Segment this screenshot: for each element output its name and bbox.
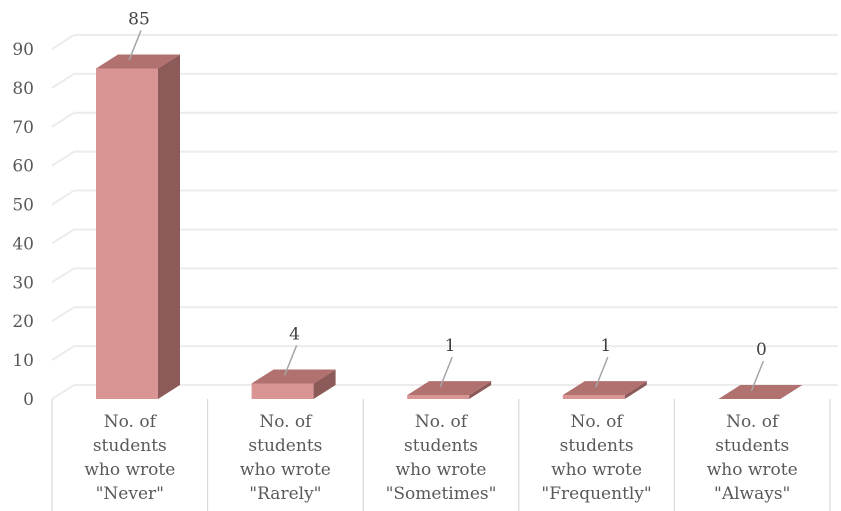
y-tick-label: 70	[12, 118, 34, 138]
category-label-line: "Frequently"	[541, 484, 651, 504]
category-label-line: students	[404, 436, 478, 456]
category-label-line: who wrote	[396, 460, 487, 480]
bar-front	[251, 383, 314, 399]
gridline	[51, 189, 75, 206]
y-tick-label: 50	[12, 196, 34, 216]
category-label-line: students	[715, 436, 789, 456]
data-label-leader	[595, 356, 609, 388]
category-label-line: who wrote	[240, 460, 331, 480]
y-tick-label: 40	[12, 234, 34, 254]
y-tick-label: 20	[12, 312, 34, 332]
category-label: No. of students who wrote "Sometimes"	[386, 412, 497, 504]
bar-top	[96, 54, 180, 69]
bar	[407, 381, 492, 399]
data-label: 0	[756, 340, 767, 360]
category-label: No. of students who wrote "Always"	[707, 412, 798, 504]
gridline	[51, 345, 75, 361]
bar	[718, 385, 803, 399]
y-tick-label: 0	[23, 390, 34, 410]
category-label-line: students	[93, 436, 167, 456]
gridline	[51, 34, 75, 50]
bar-front	[562, 395, 625, 399]
category-label-line: who wrote	[707, 460, 798, 480]
gridline	[51, 267, 75, 284]
bar-side	[469, 381, 492, 399]
gridline	[51, 111, 75, 128]
y-tick-label: 60	[12, 157, 34, 177]
category-label-line: No. of	[415, 412, 469, 432]
gridline	[51, 73, 75, 89]
y-tick-label: 80	[12, 79, 34, 99]
data-label-leader	[750, 360, 765, 392]
gridline	[51, 228, 75, 245]
category-label-line: "Always"	[714, 484, 790, 504]
y-tick-label: 90	[12, 40, 34, 60]
data-label-leader	[439, 356, 453, 388]
category-label-line: No. of	[104, 412, 158, 432]
data-label: 85	[128, 9, 150, 29]
category-label-line: No. of	[726, 412, 780, 432]
bar-top	[407, 381, 492, 396]
data-label-leader	[283, 345, 298, 376]
category-label-line: who wrote	[551, 460, 642, 480]
y-tick-label: 10	[12, 351, 34, 371]
labels: 85 No. of students who wrote "Never" 4 No. of s…	[84, 9, 797, 504]
category-label: No. of students who wrote "Never"	[84, 412, 175, 504]
category-label-line: No. of	[571, 412, 625, 432]
bar-top	[251, 369, 336, 384]
gridlines	[51, 34, 838, 400]
bar	[96, 54, 180, 399]
category-label: No. of students who wrote "Frequently"	[541, 412, 651, 504]
category-label-line: students	[248, 436, 322, 456]
data-label: 4	[289, 324, 300, 344]
y-tick-label: 30	[12, 273, 34, 293]
gridline	[51, 150, 75, 167]
bar	[251, 369, 336, 399]
bar-front	[407, 395, 470, 399]
bar	[562, 381, 647, 399]
category-label-line: students	[560, 436, 634, 456]
category-label-line: "Sometimes"	[386, 484, 497, 504]
bar-top	[718, 385, 803, 399]
bar-top	[562, 381, 647, 396]
category-label-line: No. of	[259, 412, 313, 432]
bars	[96, 54, 803, 399]
gridline	[51, 306, 75, 323]
floor-edge	[51, 384, 75, 400]
bar-side	[158, 54, 180, 399]
data-label: 1	[600, 336, 611, 356]
data-label: 1	[445, 336, 456, 356]
category-label-line: who wrote	[84, 460, 175, 480]
bar-front	[96, 68, 158, 399]
bar-side	[624, 381, 647, 399]
category-label: No. of students who wrote "Rarely"	[240, 412, 331, 504]
bar-side	[313, 369, 336, 399]
data-label-leader	[128, 30, 142, 61]
category-label-line: "Never"	[96, 484, 164, 504]
category-label-line: "Rarely"	[249, 484, 321, 504]
